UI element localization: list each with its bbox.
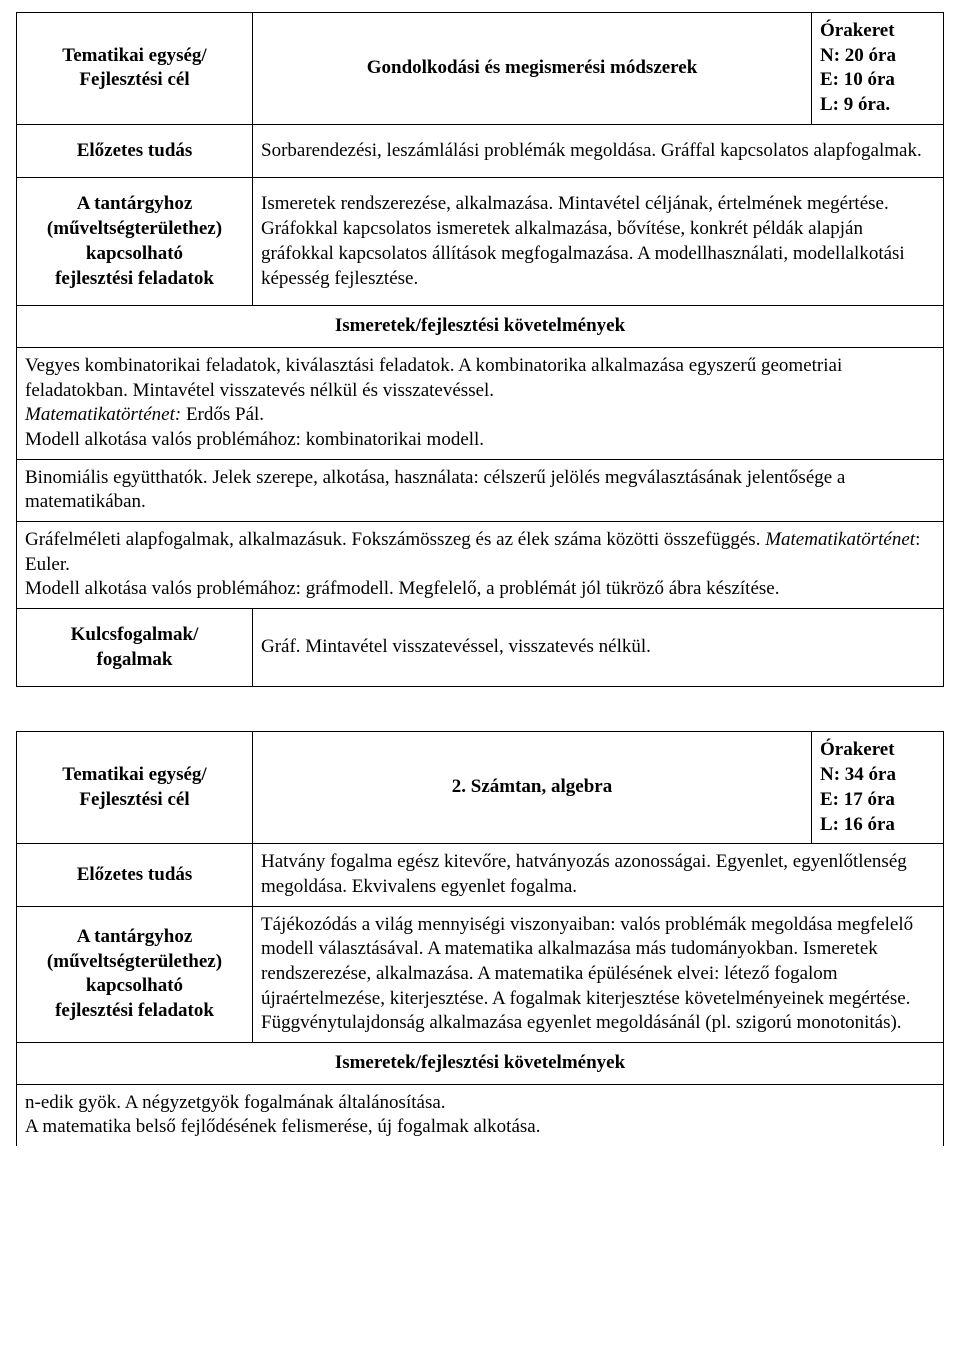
tantargy2-l1: A tantárgyhoz — [77, 926, 193, 947]
ismeretek-heading-2: Ismeretek/fejlesztési követelmények — [17, 1043, 944, 1085]
kulcs-label-1: Kulcsfogalmak/ fogalmak — [17, 609, 253, 687]
body2-1a: n-edik gyök. A négyzetgyök fogalmának ál… — [25, 1092, 446, 1113]
body-1-1: Vegyes kombinatorikai feladatok, kiválas… — [17, 347, 944, 459]
body1c: Modell alkotása valós problémához: kombi… — [25, 429, 484, 450]
tantargy-text-1: Ismeretek rendszerezése, alkalmazása. Mi… — [253, 178, 944, 306]
tantargy2-l2: (műveltségterülethez) — [47, 951, 222, 972]
header-left2-line2: Fejlesztési cél — [79, 789, 189, 810]
body1b-label: Matematikatörténet: — [25, 404, 181, 425]
orakeret-l-2: L: 16 óra — [820, 813, 935, 838]
tantargy2-l4: fejlesztési feladatok — [55, 1000, 214, 1021]
ismeretek-heading-1: Ismeretek/fejlesztési követelmények — [17, 306, 944, 348]
elozetes-text-1: Sorbarendezési, leszámlálási problémák m… — [253, 124, 944, 178]
body3b-label: Matematikatörténet — [765, 529, 915, 550]
body-2-1: n-edik gyök. A négyzetgyök fogalmának ál… — [17, 1084, 944, 1146]
elozetes-label-1: Előzetes tudás — [17, 124, 253, 178]
tantargy-l2: (műveltségterülethez) — [47, 218, 222, 239]
body3c: Modell alkotása valós problémához: gráfm… — [25, 578, 779, 599]
elozetes-label-2: Előzetes tudás — [17, 844, 253, 906]
kulcs-text-1: Gráf. Mintavétel visszatevéssel, visszat… — [253, 609, 944, 687]
orakeret-l-1: L: 9 óra. — [820, 93, 935, 118]
tantargy-text-2: Tájékozódás a világ mennyiségi viszonyai… — [253, 906, 944, 1042]
orakeret-n-2: N: 34 óra — [820, 763, 935, 788]
body3a: Gráfelméleti alapfogalmak, alkalmazásuk.… — [25, 529, 765, 550]
orakeret-e-2: E: 17 óra — [820, 788, 935, 813]
orakeret-title-1: Órakeret — [820, 19, 935, 44]
orakeret-e-1: E: 10 óra — [820, 68, 935, 93]
body-1-2: Binomiális együtthatók. Jelek szerepe, a… — [17, 459, 944, 521]
body-1-3: Gráfelméleti alapfogalmak, alkalmazásuk.… — [17, 522, 944, 609]
tantargy-label-1: A tantárgyhoz (műveltségterülethez) kapc… — [17, 178, 253, 306]
tantargy-label-2: A tantárgyhoz (műveltségterülethez) kapc… — [17, 906, 253, 1042]
tantargy-l4: fejlesztési feladatok — [55, 268, 214, 289]
orakeret-cell-2: Órakeret N: 34 óra E: 17 óra L: 16 óra — [812, 732, 944, 844]
body2-1b: A matematika belső fejlődésének felismer… — [25, 1116, 540, 1137]
tantargy2-l3: kapcsolható — [86, 975, 183, 996]
kulcs-l1: Kulcsfogalmak/ — [71, 624, 199, 645]
thematic-unit-table-2: Tematikai egység/ Fejlesztési cél 2. Szá… — [16, 731, 944, 1146]
unit-title-1: Gondolkodási és megismerési módszerek — [253, 13, 812, 125]
kulcs-l2: fogalmak — [97, 649, 173, 670]
orakeret-title-2: Órakeret — [820, 738, 935, 763]
tantargy-l1: A tantárgyhoz — [77, 193, 193, 214]
header-left-line1: Tematikai egység/ — [62, 45, 206, 66]
tantargy-l3: kapcsolható — [86, 243, 183, 264]
thematic-unit-table-1: Tematikai egység/ Fejlesztési cél Gondol… — [16, 12, 944, 687]
header-left-line2: Fejlesztési cél — [79, 69, 189, 90]
orakeret-n-1: N: 20 óra — [820, 44, 935, 69]
header-left-2: Tematikai egység/ Fejlesztési cél — [17, 732, 253, 844]
header-left2-line1: Tematikai egység/ — [62, 764, 206, 785]
elozetes-text-2: Hatvány fogalma egész kitevőre, hatványo… — [253, 844, 944, 906]
header-left-1: Tematikai egység/ Fejlesztési cél — [17, 13, 253, 125]
orakeret-cell-1: Órakeret N: 20 óra E: 10 óra L: 9 óra. — [812, 13, 944, 125]
body1a: Vegyes kombinatorikai feladatok, kiválas… — [25, 355, 842, 401]
unit-title-2: 2. Számtan, algebra — [253, 732, 812, 844]
body1b-text: Erdős Pál. — [181, 404, 264, 425]
